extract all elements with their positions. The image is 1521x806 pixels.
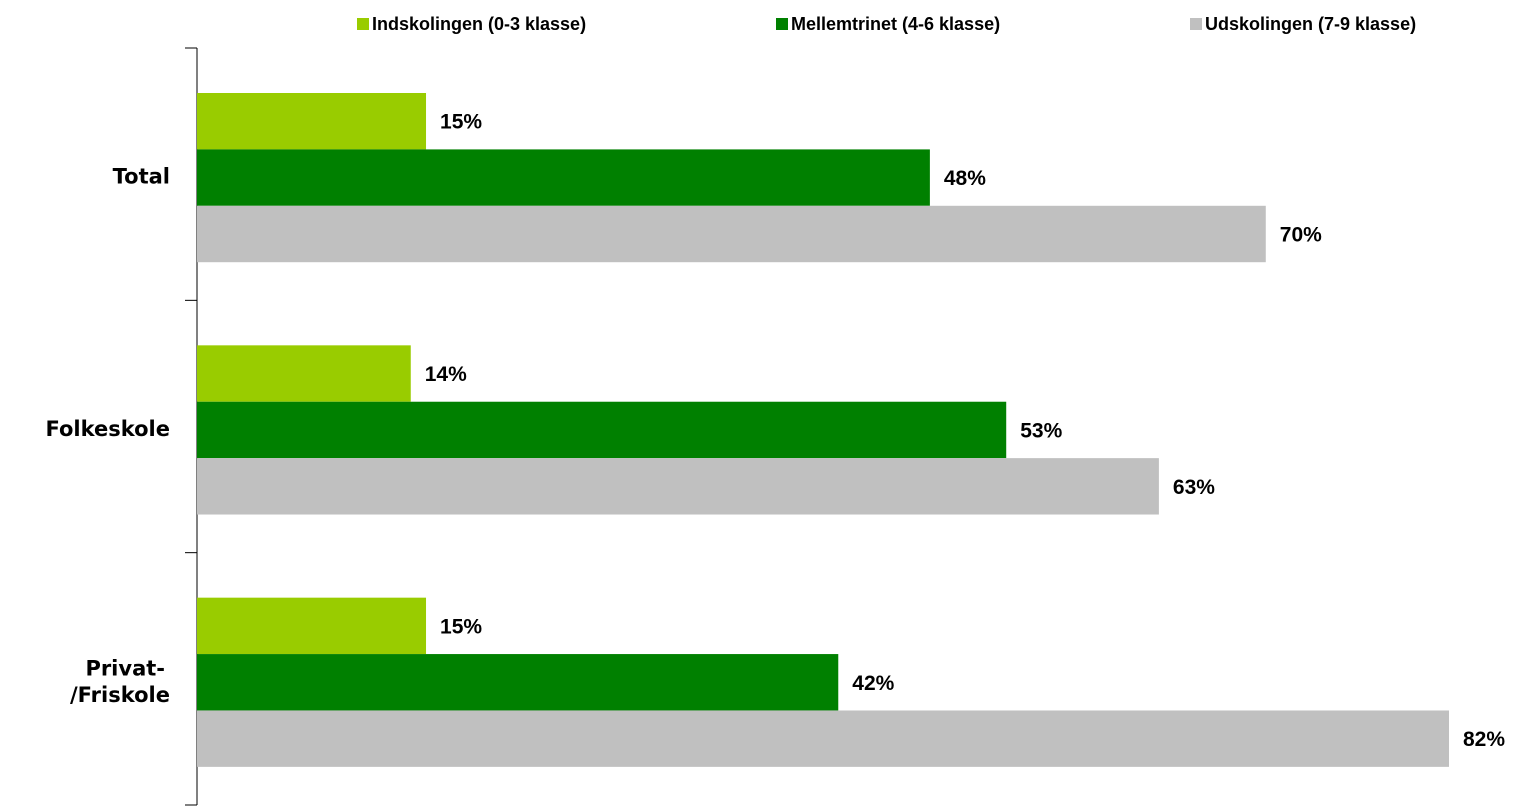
value-label: 15% (440, 615, 482, 638)
value-label: 63% (1173, 476, 1215, 499)
category-label-line: /Friskole (70, 683, 170, 707)
legend-label: Mellemtrinet (4-6 klasse) (791, 14, 1000, 34)
value-label: 48% (944, 167, 986, 190)
category-label-line: Privat- (85, 657, 165, 681)
value-label: 82% (1463, 728, 1505, 751)
category-label: Total (113, 165, 170, 189)
bar (197, 345, 411, 402)
bar (197, 458, 1159, 515)
bar (197, 149, 930, 206)
category-label: Privat-/Friskole (70, 657, 170, 707)
bar (197, 710, 1449, 767)
value-label: 15% (440, 111, 482, 134)
category-label: Folkeskole (45, 417, 170, 441)
legend-swatch (776, 18, 788, 30)
legend-swatch (357, 18, 369, 30)
bar (197, 597, 427, 655)
value-label: 14% (425, 363, 467, 386)
bar (197, 93, 427, 150)
legend-label: Indskolingen (0-3 klasse) (372, 14, 586, 34)
legend-swatch (1190, 18, 1202, 30)
bar (197, 205, 1266, 263)
value-label: 42% (852, 672, 894, 695)
value-label: 70% (1280, 224, 1322, 247)
bar (197, 654, 839, 711)
bar (197, 401, 1007, 459)
value-label: 53% (1020, 419, 1062, 442)
legend-label: Udskolingen (7-9 klasse) (1205, 14, 1416, 34)
